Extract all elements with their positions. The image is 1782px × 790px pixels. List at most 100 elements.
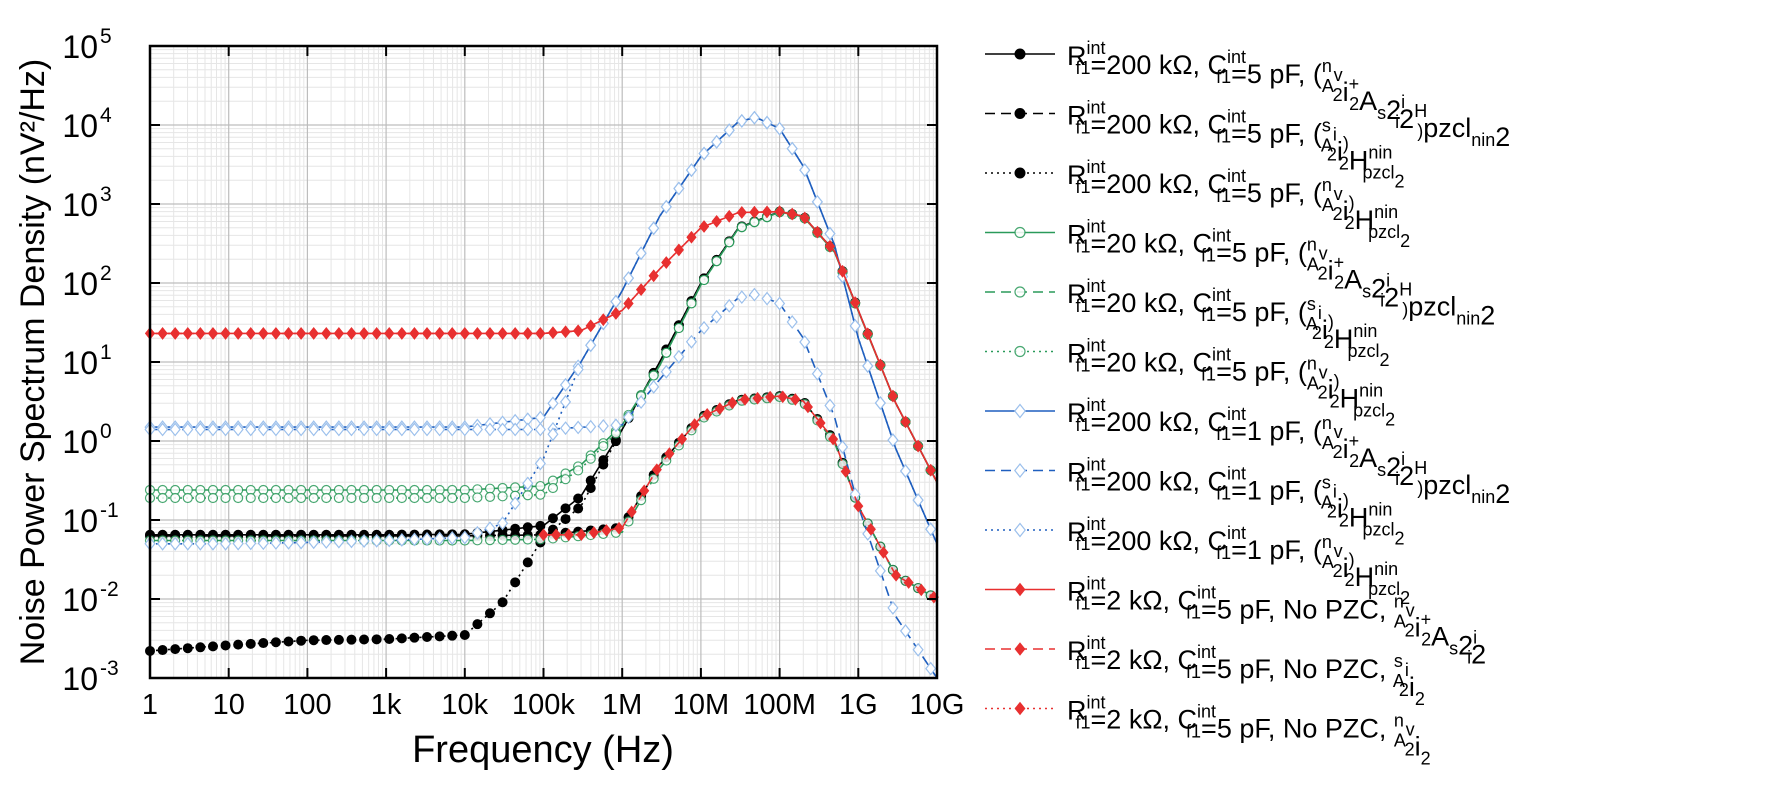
legend-entry: Rint f1=20 kΩ, Cint f1=5 pF, (n Av 2i) 2Hnin p… <box>985 336 1395 430</box>
data-point <box>824 240 836 253</box>
data-point <box>538 528 549 542</box>
data-point <box>698 274 710 286</box>
data-point <box>384 327 395 340</box>
data-point <box>510 327 521 340</box>
data-point <box>749 217 760 228</box>
data-point <box>195 492 206 504</box>
data-point <box>522 534 533 545</box>
data-point <box>510 577 521 588</box>
x-tick-label: 1 <box>142 689 158 721</box>
data-point <box>371 492 382 504</box>
data-point <box>220 640 231 651</box>
data-point <box>699 220 710 233</box>
data-point <box>434 531 446 546</box>
data-point <box>358 422 370 437</box>
data-point <box>296 492 307 504</box>
data-point <box>724 209 735 223</box>
data-point <box>447 327 458 340</box>
data-point <box>371 533 383 548</box>
legend-marker <box>1014 226 1026 239</box>
data-point <box>321 492 332 504</box>
data-point <box>497 516 509 531</box>
data-point <box>727 396 738 410</box>
y-tick-label: 10 <box>62 187 98 223</box>
x-tick-label: 100k <box>512 689 575 721</box>
data-point <box>459 530 471 545</box>
data-point <box>824 226 836 241</box>
data-point <box>736 290 748 305</box>
data-point <box>903 576 914 589</box>
data-point <box>774 296 786 311</box>
data-point <box>622 271 635 286</box>
data-point <box>597 419 609 433</box>
data-point <box>207 641 218 652</box>
data-point <box>899 624 912 638</box>
data-point <box>522 476 534 491</box>
data-point <box>711 256 722 267</box>
data-point <box>220 327 231 340</box>
data-point <box>384 492 395 504</box>
legend-label: Rint f1=200 kΩ, Cint f1=1 pF, (n Av 2i+ 2As2i… <box>1067 395 1510 509</box>
data-point <box>559 394 572 409</box>
data-point <box>899 464 912 478</box>
data-point <box>169 422 181 437</box>
data-point <box>333 534 345 549</box>
data-point <box>333 634 344 645</box>
x-tick-label: 10G <box>910 689 965 721</box>
data-point <box>698 320 710 335</box>
data-point <box>446 422 458 437</box>
data-point <box>811 366 823 381</box>
data-point <box>232 536 244 551</box>
data-point <box>660 199 672 214</box>
data-point <box>434 631 445 642</box>
data-point <box>371 327 382 340</box>
data-point <box>573 465 584 476</box>
data-point <box>749 205 760 219</box>
data-point <box>862 359 874 373</box>
data-point <box>912 493 924 508</box>
data-point <box>673 243 684 257</box>
data-point <box>358 534 370 549</box>
data-point <box>626 505 637 519</box>
data-point <box>434 422 446 437</box>
data-point <box>396 532 408 547</box>
data-point <box>900 415 911 429</box>
legend-entry: Rint f1=20 kΩ, Cint f1=5 pF, (s Ai 2i) 2Hnin p… <box>985 276 1389 370</box>
data-point <box>916 583 927 597</box>
data-point <box>170 644 181 655</box>
data-point <box>723 123 735 138</box>
data-point <box>724 237 735 248</box>
data-point <box>245 638 256 649</box>
data-point <box>409 632 420 643</box>
data-point <box>547 427 559 442</box>
data-point <box>534 422 546 437</box>
data-point <box>270 536 282 550</box>
data-point <box>346 634 357 645</box>
x-tick-label: 100M <box>743 689 816 721</box>
data-point <box>840 465 851 478</box>
data-point <box>371 422 383 437</box>
data-point <box>484 521 496 536</box>
legend-entry: Rint f1=20 kΩ, Cint f1=5 pF, (n Av 2i+ 2As2i i… <box>985 217 1495 331</box>
data-point <box>245 327 256 340</box>
data-point <box>865 522 876 536</box>
y-tick-label: 10 <box>62 345 98 381</box>
data-point <box>497 482 508 494</box>
data-point <box>535 480 546 492</box>
x-tick-label: 1G <box>839 689 878 721</box>
x-tick-label: 10M <box>673 689 729 721</box>
data-point <box>614 521 625 535</box>
data-point <box>560 503 571 514</box>
data-point <box>170 492 181 504</box>
data-point <box>484 327 496 340</box>
data-point <box>635 395 647 410</box>
data-point <box>509 422 521 437</box>
data-point <box>925 522 937 537</box>
data-point <box>258 327 269 340</box>
data-point <box>295 535 307 550</box>
legend-label: Rint f1=200 kΩ, Cint f1=5 pF, (s Ai 2i) 2Hnin… <box>1067 98 1404 192</box>
data-point <box>572 362 584 377</box>
data-point <box>157 422 169 437</box>
data-point <box>447 492 458 504</box>
data-point <box>623 297 634 310</box>
